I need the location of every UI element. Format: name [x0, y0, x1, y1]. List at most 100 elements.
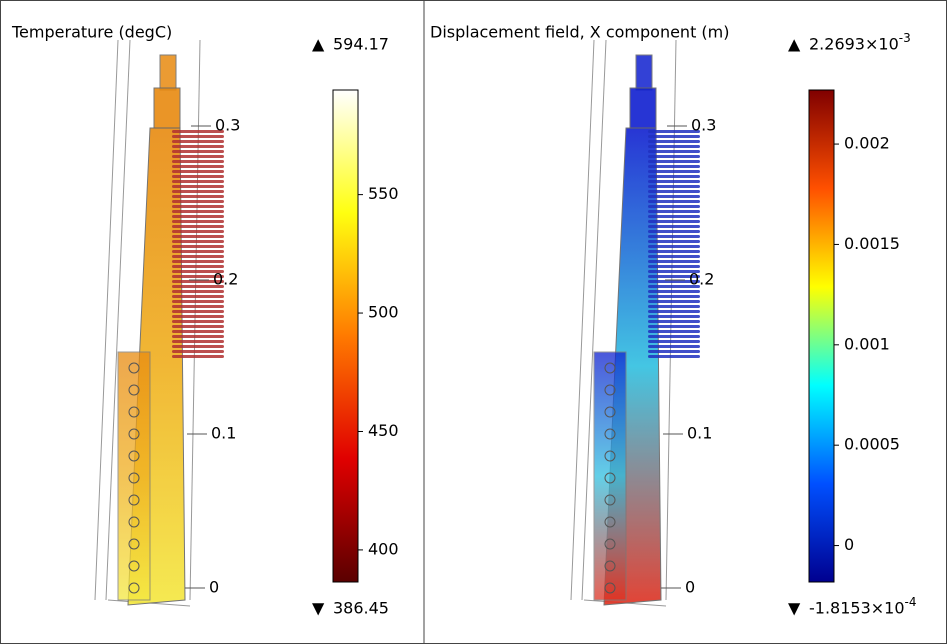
fin	[172, 320, 224, 323]
panel-title: Displacement field, X component (m)	[430, 23, 730, 42]
fin	[172, 260, 224, 263]
hole	[604, 384, 616, 396]
colorbar-tick-label: 450	[368, 421, 399, 440]
panel-title: Temperature (degC)	[11, 23, 172, 42]
frame-line	[581, 39, 607, 601]
fin	[648, 340, 700, 343]
hole	[128, 472, 140, 484]
colorbar-tick-label: 0.0015	[844, 234, 900, 253]
fin	[648, 305, 700, 308]
fin	[648, 135, 700, 138]
fin	[648, 320, 700, 323]
exponent: -4	[905, 595, 917, 609]
fin	[172, 150, 224, 153]
colorbar-tick-label: 0.0005	[844, 435, 900, 454]
fin	[648, 350, 700, 353]
axis-tick-label: 0.2	[689, 270, 714, 289]
nozzle	[635, 54, 653, 91]
fin	[648, 240, 700, 243]
range-label: 386.45	[333, 599, 389, 618]
fin	[648, 150, 700, 153]
fin	[648, 300, 700, 303]
fin	[648, 230, 700, 233]
hole	[128, 406, 140, 418]
fin	[172, 280, 224, 283]
fin	[648, 280, 700, 283]
range-label: -1.8153×10-4	[809, 595, 917, 618]
hole	[604, 428, 616, 440]
colorbar-tick-label: 0.001	[844, 334, 890, 353]
axis-tick-label: 0.1	[211, 424, 236, 443]
frame-line	[94, 39, 119, 601]
fin	[648, 155, 700, 158]
axis-tick-label: 0.3	[691, 116, 716, 135]
hole	[604, 362, 616, 374]
fin	[172, 170, 224, 173]
fin	[172, 220, 224, 223]
frame-line	[105, 39, 131, 601]
fin	[172, 160, 224, 163]
fin	[648, 210, 700, 213]
fin	[648, 285, 700, 288]
fin	[172, 165, 224, 168]
fin	[172, 255, 224, 258]
max-marker: ▲	[788, 35, 801, 54]
fin	[172, 325, 224, 328]
hole	[128, 560, 140, 572]
hole	[128, 362, 140, 374]
fin	[648, 170, 700, 173]
hole	[604, 494, 616, 506]
range-label: 594.17	[333, 35, 389, 54]
fin	[648, 165, 700, 168]
fin	[172, 350, 224, 353]
block	[117, 351, 151, 601]
fin	[648, 225, 700, 228]
colorbar-tick-label: 500	[368, 303, 399, 322]
colorbar-tick-label: 0	[844, 535, 854, 554]
fin	[172, 130, 224, 133]
fin	[648, 355, 700, 358]
hole	[604, 450, 616, 462]
fin	[172, 355, 224, 358]
fin	[172, 340, 224, 343]
hole	[604, 560, 616, 572]
fin	[648, 130, 700, 133]
min-marker: ▼	[312, 599, 325, 618]
min-marker: ▼	[788, 599, 801, 618]
fin	[648, 255, 700, 258]
hole	[128, 428, 140, 440]
colorbar-tick-label: 400	[368, 539, 399, 558]
fin	[172, 270, 224, 273]
fin	[648, 295, 700, 298]
hole	[604, 582, 616, 594]
fin	[648, 195, 700, 198]
fin	[648, 270, 700, 273]
hole	[128, 516, 140, 528]
fin	[648, 315, 700, 318]
fin	[172, 195, 224, 198]
fin	[172, 275, 224, 278]
colorbar	[332, 89, 359, 583]
fin	[172, 140, 224, 143]
hole	[128, 384, 140, 396]
fin	[172, 205, 224, 208]
axis-tick-label: 0.2	[213, 270, 238, 289]
fin	[172, 300, 224, 303]
fin	[648, 250, 700, 253]
fin	[648, 235, 700, 238]
fin	[648, 175, 700, 178]
fin	[172, 345, 224, 348]
fin	[172, 235, 224, 238]
axis-tick-label: 0.1	[687, 424, 712, 443]
fin	[172, 190, 224, 193]
fin	[648, 160, 700, 163]
fin	[172, 295, 224, 298]
colorbar	[808, 89, 835, 583]
fin	[172, 230, 224, 233]
fin	[172, 310, 224, 313]
block	[593, 351, 627, 601]
fin	[172, 180, 224, 183]
fin	[648, 140, 700, 143]
fin	[648, 290, 700, 293]
hole	[604, 472, 616, 484]
